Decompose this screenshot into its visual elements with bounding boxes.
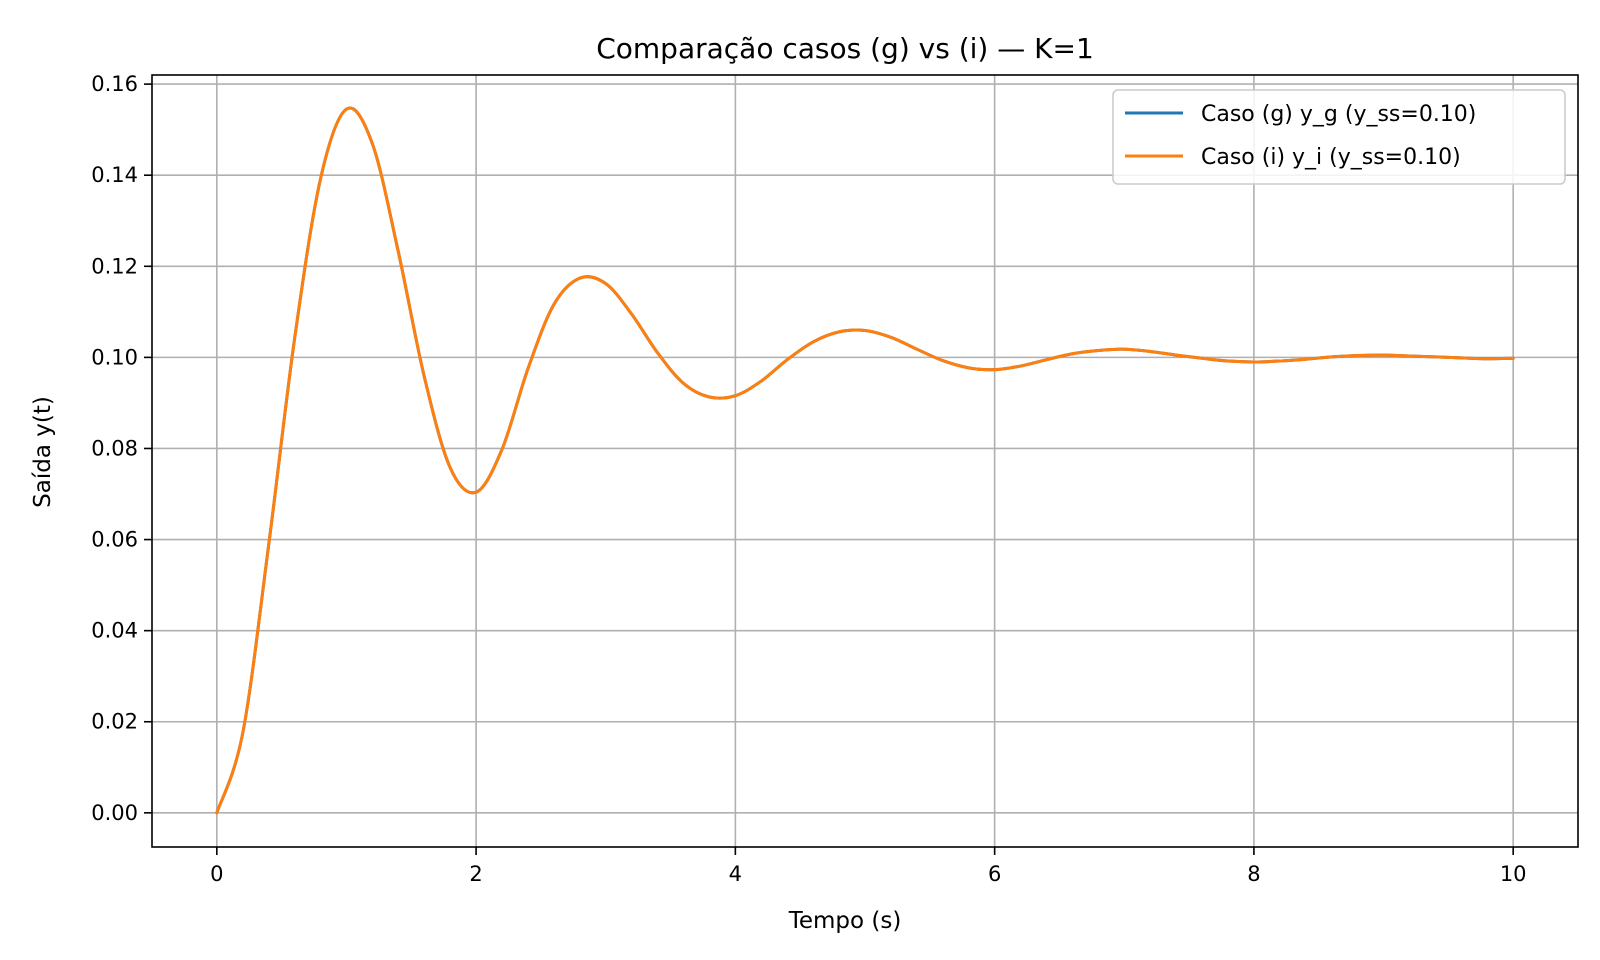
y-tick-label: 0.02 bbox=[91, 710, 138, 734]
plot-frame bbox=[151, 74, 1579, 848]
y-axis-label: Saída y(t) bbox=[30, 396, 56, 508]
legend-label-2: Caso (i) y_i (y_ss=0.10) bbox=[1201, 145, 1461, 170]
y-tick-label: 0.14 bbox=[91, 163, 138, 187]
y-tick-label: 0.08 bbox=[91, 436, 138, 460]
chart-title: Comparação casos (g) vs (i) — K=1 bbox=[596, 32, 1094, 65]
y-tick-label: 0.04 bbox=[91, 619, 138, 643]
y-tick-label: 0.00 bbox=[91, 801, 138, 825]
axis-ticks: 0 2 4 6 8 10 0.00 0.02 0.04 0.06 0.08 0.10 0.12 0.14 0… bbox=[91, 72, 1526, 886]
x-tick-label: 10 bbox=[1500, 862, 1527, 886]
y-tick-label: 0.10 bbox=[91, 345, 138, 369]
series-line-2 bbox=[215, 106, 1515, 815]
y-tick-label: 0.12 bbox=[91, 254, 138, 278]
y-tick-label: 0.06 bbox=[91, 528, 138, 552]
x-axis-label: Tempo (s) bbox=[788, 908, 902, 934]
plot-series bbox=[215, 106, 1515, 815]
legend-box bbox=[1112, 89, 1566, 185]
x-tick-label: 8 bbox=[1247, 862, 1260, 886]
x-tick-label: 2 bbox=[469, 862, 482, 886]
x-tick-label: 6 bbox=[988, 862, 1001, 886]
y-tick-label: 0.16 bbox=[91, 72, 138, 96]
x-tick-label: 0 bbox=[210, 862, 223, 886]
legend: Caso (g) y_g (y_ss=0.10) Caso (i) y_i (y_… bbox=[1112, 89, 1566, 185]
legend-label-1: Caso (g) y_g (y_ss=0.10) bbox=[1201, 102, 1476, 127]
grid-lines bbox=[152, 75, 1578, 847]
x-tick-label: 4 bbox=[729, 862, 742, 886]
